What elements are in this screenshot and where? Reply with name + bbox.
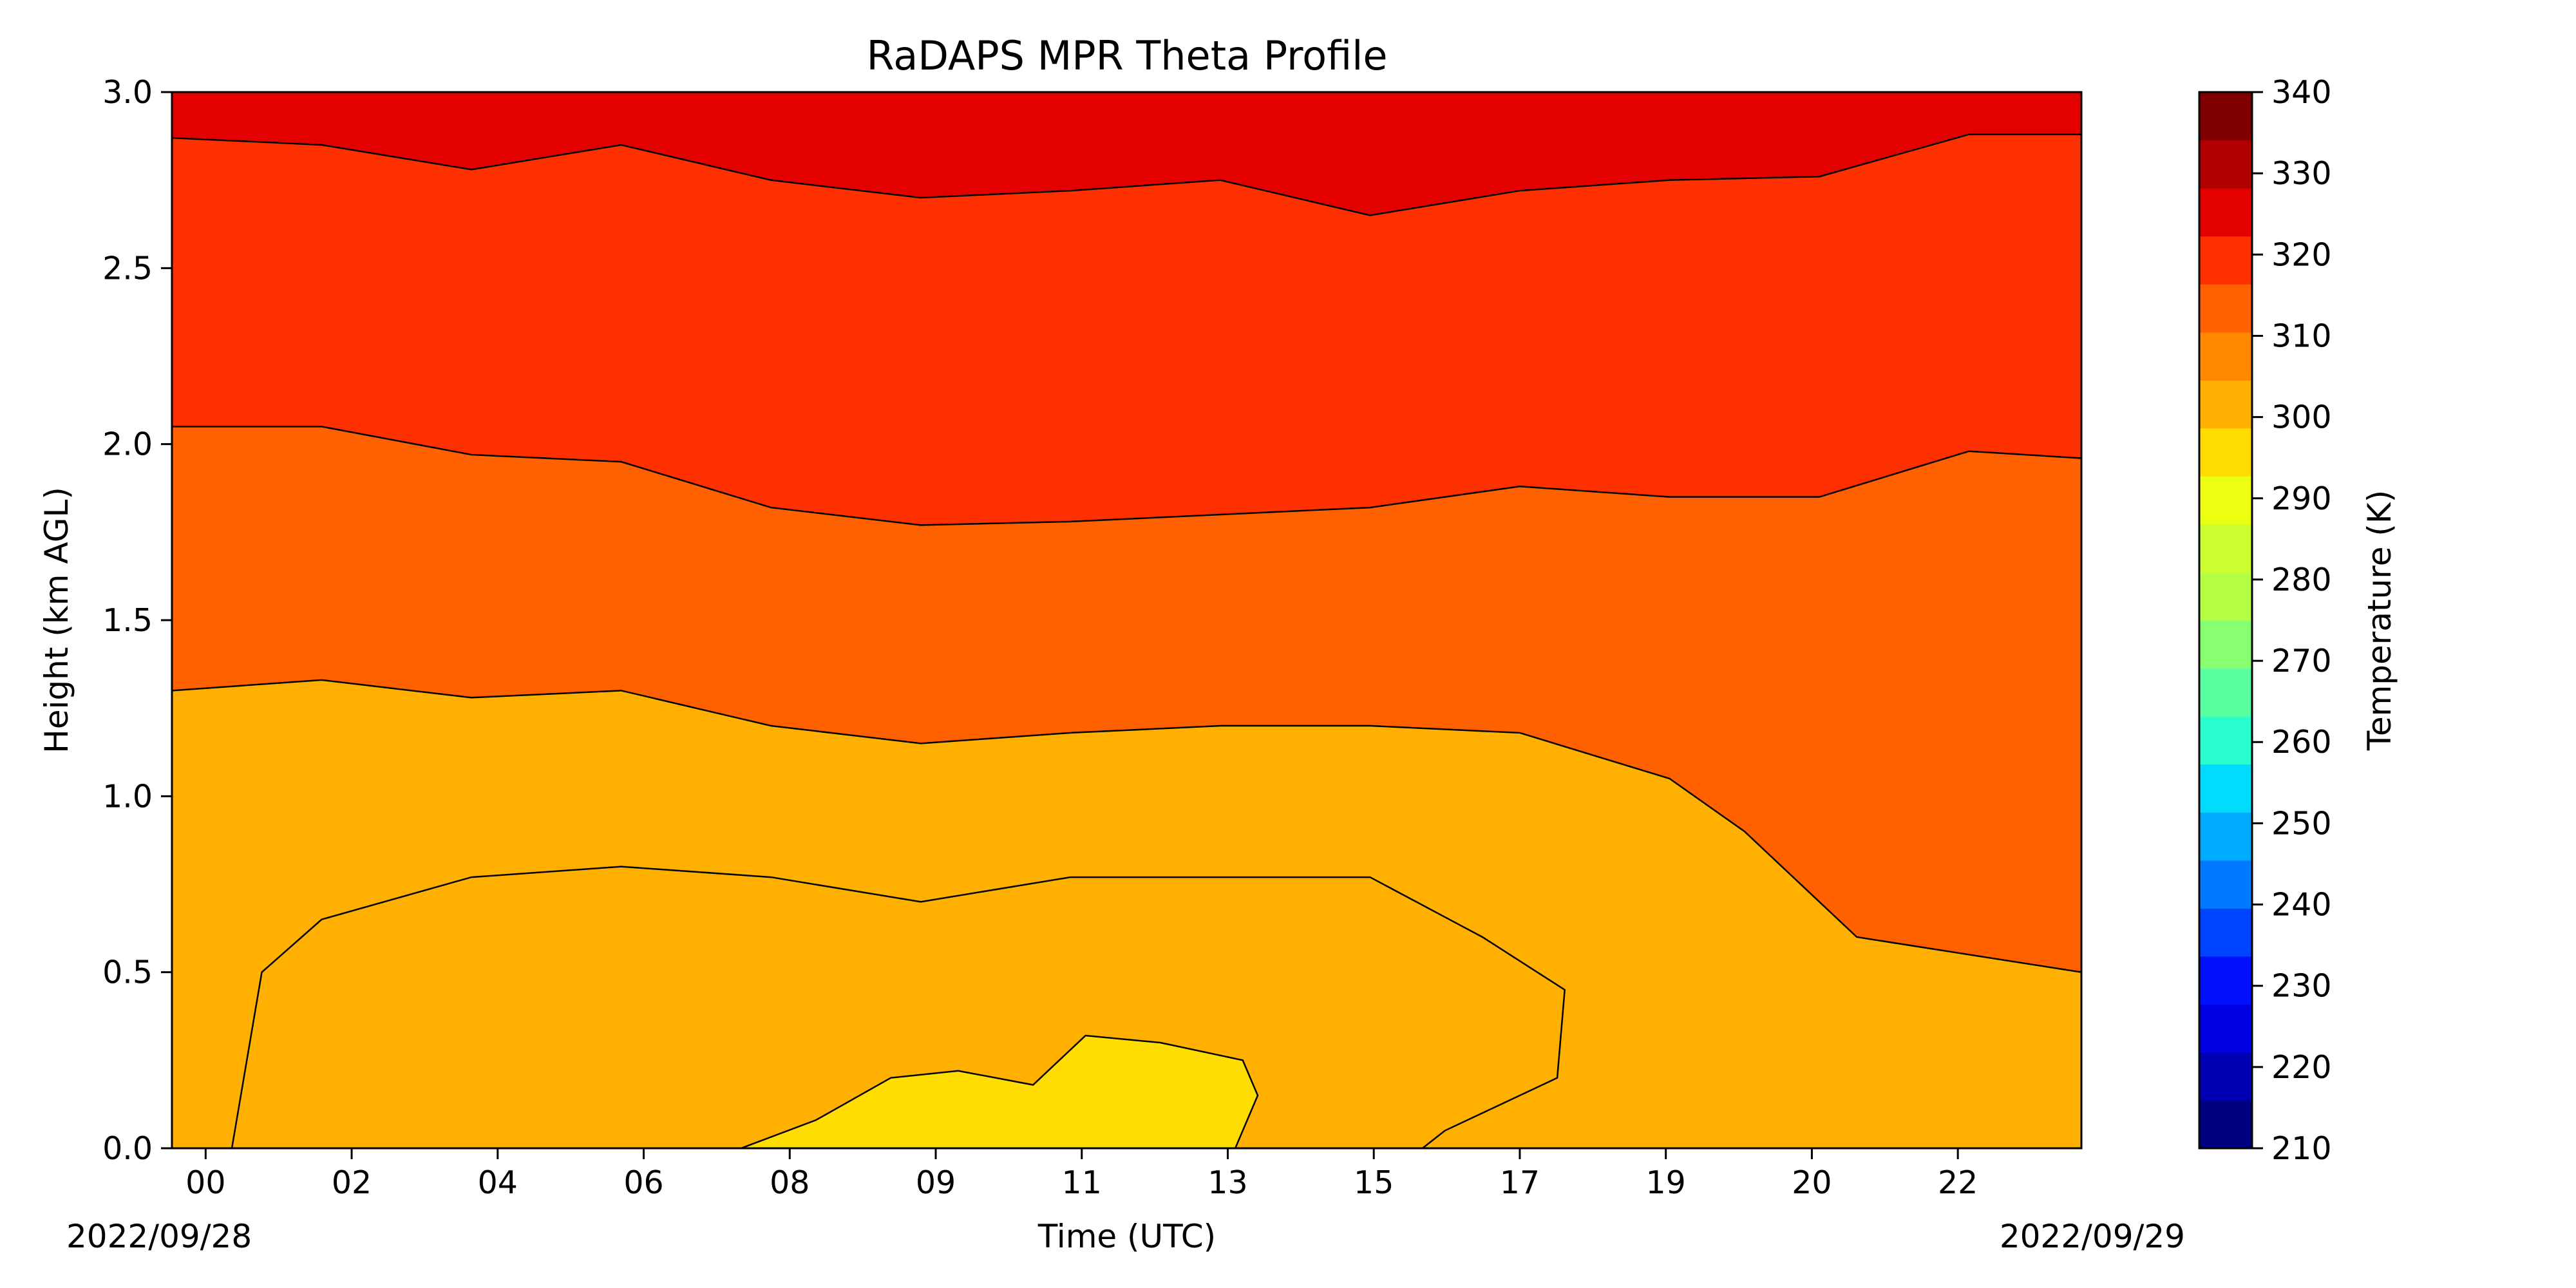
x-tick-label: 04 xyxy=(478,1164,518,1201)
colorbar-swatch xyxy=(2199,572,2252,621)
colorbar-swatch xyxy=(2199,188,2252,237)
colorbar-swatch xyxy=(2199,332,2252,381)
y-tick-label: 1.5 xyxy=(102,602,153,639)
x-tick-label: 20 xyxy=(1792,1164,1832,1201)
colorbar-swatch xyxy=(2199,1004,2252,1053)
x-tick-label: 22 xyxy=(1938,1164,1978,1201)
colorbar-tick-label: 320 xyxy=(2271,236,2332,273)
x-tick-label: 11 xyxy=(1062,1164,1102,1201)
y-axis-label: Height (km AGL) xyxy=(38,487,75,753)
y-tick-label: 3.0 xyxy=(102,74,153,111)
colorbar-tick-label: 210 xyxy=(2271,1130,2332,1167)
colorbar-swatch xyxy=(2199,764,2252,813)
colorbar-swatch xyxy=(2199,956,2252,1005)
contour-line-285 xyxy=(741,1034,1259,1148)
colorbar-tick-label: 310 xyxy=(2271,317,2332,354)
y-tick-label: 0.5 xyxy=(102,954,153,991)
y-tick-label: 2.5 xyxy=(102,250,153,287)
colorbar-swatch xyxy=(2199,92,2252,141)
colorbar-tick-label: 220 xyxy=(2271,1049,2332,1086)
colorbar-swatch xyxy=(2199,524,2252,573)
colorbar-tick-label: 230 xyxy=(2271,968,2332,1005)
field-band-300 xyxy=(172,92,2081,526)
colorbar-swatch xyxy=(2199,908,2252,957)
x-axis: 00 02 04 06 08 09 11 13 15 17 19 20 22 xyxy=(185,1148,1978,1201)
x-tick-label: 17 xyxy=(1500,1164,1540,1201)
plot-area xyxy=(172,92,2081,1148)
colorbar-swatch xyxy=(2199,140,2252,189)
colorbar-swatch xyxy=(2199,1052,2252,1101)
x-tick-label: 13 xyxy=(1208,1164,1247,1201)
contour-line-295 xyxy=(172,679,2081,973)
y-tick-label: 0.0 xyxy=(102,1130,153,1167)
x-tick-label: 19 xyxy=(1645,1164,1685,1201)
colorbar-tick-label: 280 xyxy=(2271,562,2332,598)
y-tick-label: 1.0 xyxy=(102,778,153,815)
x-tick-label: 08 xyxy=(770,1164,810,1201)
colorbar-swatch xyxy=(2199,620,2252,669)
x-tick-label: 00 xyxy=(185,1164,225,1201)
colorbar-tick-label: 240 xyxy=(2271,887,2332,923)
colorbar-swatch xyxy=(2199,668,2252,717)
start-date-label: 2022/09/28 xyxy=(66,1218,252,1255)
y-tick-label: 2.0 xyxy=(102,426,153,463)
colorbar-swatch xyxy=(2199,1100,2252,1149)
colorbar-tick-label: 270 xyxy=(2271,643,2332,679)
colorbar-swatch xyxy=(2199,860,2252,909)
colorbar-swatch xyxy=(2199,716,2252,765)
colorbar-tick-label: 250 xyxy=(2271,805,2332,842)
y-axis: 0.0 0.5 1.0 1.5 2.0 2.5 3.0 xyxy=(102,74,172,1167)
x-tick-label: 02 xyxy=(332,1164,372,1201)
colorbar-swatch xyxy=(2199,476,2252,525)
colorbar-frame xyxy=(2198,91,2253,1150)
x-tick-label: 06 xyxy=(623,1164,663,1201)
colorbar-swatch xyxy=(2199,812,2252,861)
x-tick-label: 15 xyxy=(1354,1164,1394,1201)
colorbar-swatch xyxy=(2199,380,2252,429)
colorbar-tick-label: 330 xyxy=(2271,155,2332,192)
x-tick-label: 09 xyxy=(916,1164,956,1201)
end-date-label: 2022/09/29 xyxy=(2000,1218,2185,1255)
colorbar-tick-label: 290 xyxy=(2271,480,2332,517)
contour-line-305 xyxy=(172,133,2081,216)
contour-line-300 xyxy=(172,426,2081,526)
chart-title: RaDAPS MPR Theta Profile xyxy=(867,32,1388,79)
colorbar-tick-label: 300 xyxy=(2271,399,2332,436)
colorbar-label: Temperature (K) xyxy=(2361,490,2398,751)
colorbar-tick-label: 260 xyxy=(2271,724,2332,761)
colorbar: 340 330 320 310 300 290 280 270 260 250 240 230 220 2… xyxy=(2198,74,2332,1167)
field-region-285 xyxy=(741,1036,1258,1148)
colorbar-swatch xyxy=(2199,284,2252,333)
colorbar-swatch xyxy=(2199,236,2252,285)
contour-line-290 xyxy=(231,866,1566,1148)
colorbar-tick-label: 340 xyxy=(2271,74,2332,111)
x-axis-label: Time (UTC) xyxy=(1037,1218,1216,1255)
colorbar-swatch xyxy=(2199,428,2252,477)
